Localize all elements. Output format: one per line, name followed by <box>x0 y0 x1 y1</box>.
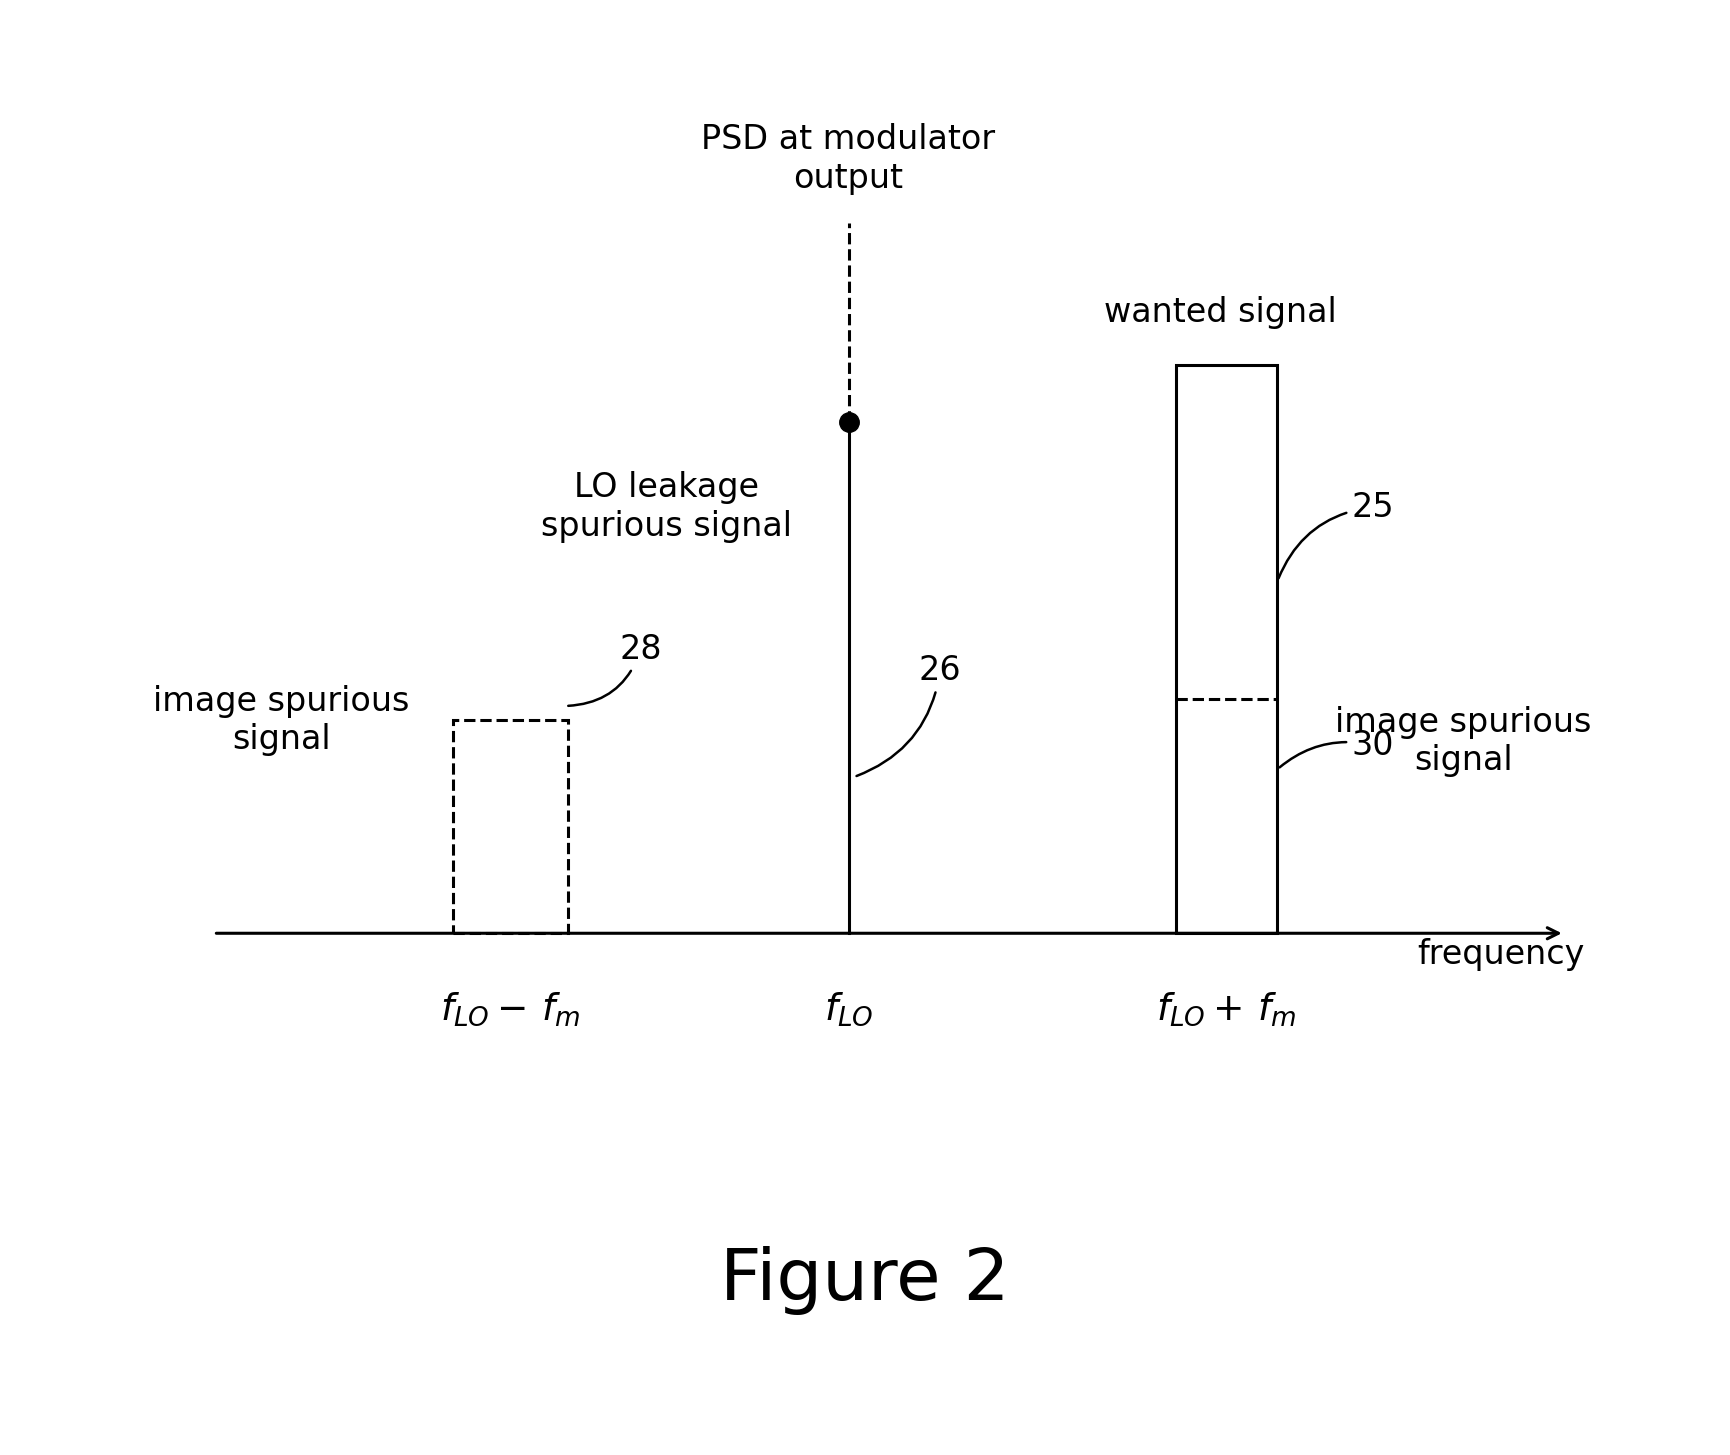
Bar <box>1176 365 1277 933</box>
Text: Figure 2: Figure 2 <box>720 1245 1010 1315</box>
Text: $f_{LO}+\,f_m$: $f_{LO}+\,f_m$ <box>1156 989 1298 1027</box>
Text: 30: 30 <box>1280 729 1394 767</box>
Text: 25: 25 <box>1278 490 1394 579</box>
Text: $f_{LO}-\,f_m$: $f_{LO}-\,f_m$ <box>441 989 581 1027</box>
Text: wanted signal: wanted signal <box>1104 297 1337 329</box>
Text: frequency: frequency <box>1417 938 1585 970</box>
Bar <box>453 720 567 933</box>
Text: PSD at modulator
output: PSD at modulator output <box>701 124 995 195</box>
Text: image spurious
signal: image spurious signal <box>152 684 410 755</box>
Text: $f_{LO}$: $f_{LO}$ <box>823 989 874 1027</box>
Text: image spurious
signal: image spurious signal <box>1336 706 1592 777</box>
Text: LO leakage
spurious signal: LO leakage spurious signal <box>541 471 792 543</box>
Text: 28: 28 <box>567 633 663 706</box>
Text: 26: 26 <box>856 653 962 776</box>
